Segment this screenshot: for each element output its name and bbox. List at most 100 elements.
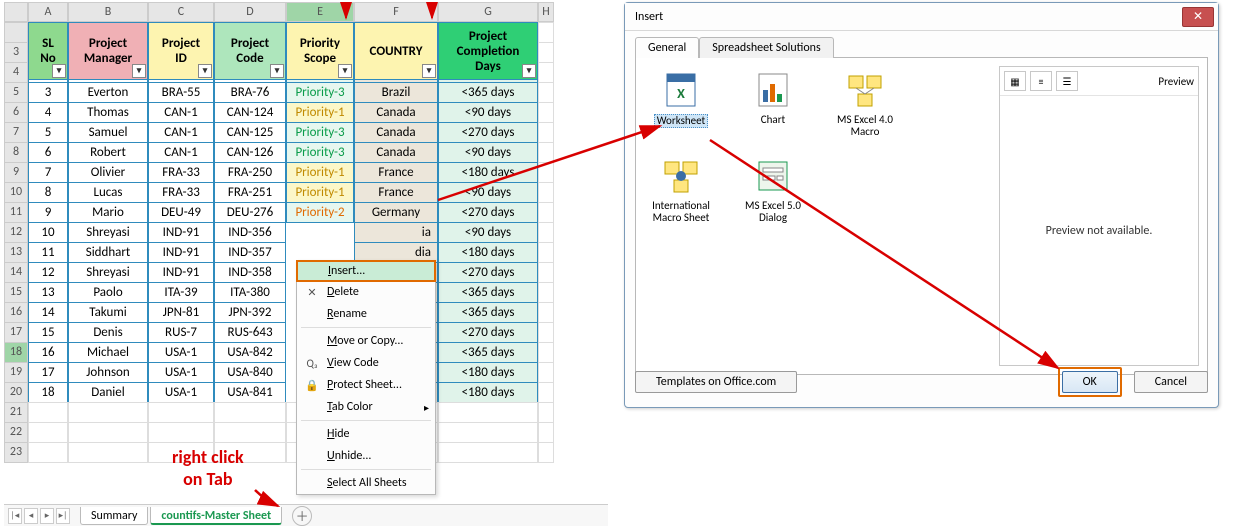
column-header-A[interactable]: A — [28, 2, 68, 22]
cell-r9-c2[interactable]: FRA-33 — [148, 162, 214, 183]
cell-r15-c0[interactable]: 13 — [28, 282, 68, 303]
row-header-10[interactable]: 10 — [4, 182, 28, 203]
row-header-17[interactable]: 17 — [4, 322, 28, 343]
cell-r18-c6[interactable]: <365 days — [438, 342, 538, 363]
column-header-B[interactable]: B — [68, 2, 148, 22]
cell-r7-c1[interactable]: Samuel — [68, 122, 148, 143]
ctx-item-move-or-copy-[interactable]: Move or Copy... — [297, 330, 435, 352]
cell-r13-c6[interactable]: <180 days — [438, 242, 538, 263]
row-header-9[interactable]: 9 — [4, 162, 28, 183]
header-cell-5[interactable]: COUNTRY▾ — [354, 22, 438, 80]
cell-r19-c6[interactable]: <180 days — [438, 362, 538, 383]
cell-r8-c5[interactable]: Canada — [354, 142, 438, 163]
row-header-8[interactable]: 8 — [4, 142, 28, 163]
ctx-item-insert-[interactable]: Insert... — [296, 260, 436, 282]
cell-r10-c0[interactable]: 8 — [28, 182, 68, 203]
cancel-button[interactable]: Cancel — [1134, 371, 1208, 393]
cell-r15-c1[interactable]: Paolo — [68, 282, 148, 303]
select-all-corner[interactable] — [4, 2, 28, 22]
row-header-18[interactable]: 18 — [4, 342, 28, 363]
templates-button[interactable]: Templates on Office.com — [635, 371, 797, 393]
row-header-21[interactable]: 21 — [4, 402, 28, 423]
cell-r8-c4[interactable]: Priority-3 — [286, 142, 354, 163]
cell-r20-c0[interactable]: 18 — [28, 382, 68, 403]
cell-r13-c3[interactable]: IND-357 — [214, 242, 286, 263]
row-header-11[interactable]: 11 — [4, 202, 28, 223]
cell-r19-c1[interactable]: Johnson — [68, 362, 148, 383]
cell-r5-c2[interactable]: BRA-55 — [148, 82, 214, 103]
row-header-14[interactable]: 14 — [4, 262, 28, 283]
cell-r5-c3[interactable]: BRA-76 — [214, 82, 286, 103]
cell-r10-c4[interactable]: Priority-1 — [286, 182, 354, 203]
header-cell-0[interactable]: SLNo▾ — [28, 22, 68, 80]
ctx-item-select-all-sheets[interactable]: Select All Sheets — [297, 472, 435, 494]
cell-r17-c3[interactable]: RUS-643 — [214, 322, 286, 343]
dialog-item-ms-excel-dialog[interactable]: MS Excel 5.0Dialog — [738, 156, 808, 224]
cell-r8-c3[interactable]: CAN-126 — [214, 142, 286, 163]
ctx-item-protect-sheet-[interactable]: 🔒Protect Sheet... — [297, 374, 435, 396]
cell-r12-c0[interactable]: 10 — [28, 222, 68, 243]
cell-r15-c6[interactable]: <365 days — [438, 282, 538, 303]
cell-r5-c0[interactable]: 3 — [28, 82, 68, 103]
row-header-15[interactable]: 15 — [4, 282, 28, 303]
column-header-H[interactable]: H — [538, 2, 554, 22]
cell-r16-c0[interactable]: 14 — [28, 302, 68, 323]
cell-r11-c0[interactable]: 9 — [28, 202, 68, 223]
cell-r12-c2[interactable]: IND-91 — [148, 222, 214, 243]
cell-r11-c2[interactable]: DEU-49 — [148, 202, 214, 223]
tab-nav-first[interactable]: |◂ — [8, 508, 22, 524]
cell-r20-c1[interactable]: Daniel — [68, 382, 148, 403]
cell-r16-c1[interactable]: Takumi — [68, 302, 148, 323]
cell-r18-c2[interactable]: USA-1 — [148, 342, 214, 363]
cell-r7-c6[interactable]: <270 days — [438, 122, 538, 143]
header-cell-4[interactable]: PriorityScope▾ — [286, 22, 354, 80]
cell-r9-c5[interactable]: France — [354, 162, 438, 183]
cell-r18-c0[interactable]: 16 — [28, 342, 68, 363]
sheet-tab-countifs-master-sheet[interactable]: countifs-Master Sheet — [150, 507, 282, 525]
cell-r9-c0[interactable]: 7 — [28, 162, 68, 183]
filter-dropdown-0[interactable]: ▾ — [52, 64, 66, 78]
cell-r14-c2[interactable]: IND-91 — [148, 262, 214, 283]
cell-r6-c6[interactable]: <90 days — [438, 102, 538, 123]
cell-r16-c6[interactable]: <365 days — [438, 302, 538, 323]
cell-r11-c4[interactable]: Priority-2 — [286, 202, 354, 223]
cell-r14-c1[interactable]: Shreyasi — [68, 262, 148, 283]
row-header-19[interactable]: 19 — [4, 362, 28, 383]
cell-r10-c2[interactable]: FRA-33 — [148, 182, 214, 203]
cell-r10-c5[interactable]: France — [354, 182, 438, 203]
cell-r9-c1[interactable]: Olivier — [68, 162, 148, 183]
cell-r17-c6[interactable]: <270 days — [438, 322, 538, 343]
row-header-22[interactable]: 22 — [4, 422, 28, 443]
ctx-item-hide[interactable]: Hide — [297, 423, 435, 445]
filter-dropdown-6[interactable]: ▾ — [522, 64, 536, 78]
cell-r11-c1[interactable]: Mario — [68, 202, 148, 223]
column-header-F[interactable]: F — [354, 2, 438, 22]
filter-dropdown-3[interactable]: ▾ — [270, 64, 284, 78]
cell-r11-c5[interactable]: Germany — [354, 202, 438, 223]
row-header-3[interactable]: 3 — [4, 42, 28, 63]
row-header-13[interactable]: 13 — [4, 242, 28, 263]
ctx-item-tab-color[interactable]: Tab Color▸ — [297, 396, 435, 418]
cell-r6-c3[interactable]: CAN-124 — [214, 102, 286, 123]
cell-r15-c2[interactable]: ITA-39 — [148, 282, 214, 303]
cell-r16-c3[interactable]: JPN-392 — [214, 302, 286, 323]
ctx-item-unhide-[interactable]: Unhide... — [297, 445, 435, 467]
row-header-5[interactable]: 5 — [4, 82, 28, 103]
cell-r7-c3[interactable]: CAN-125 — [214, 122, 286, 143]
cell-r13-c0[interactable]: 11 — [28, 242, 68, 263]
cell-r20-c3[interactable]: USA-841 — [214, 382, 286, 403]
row-header-23[interactable]: 23 — [4, 442, 28, 463]
cell-r8-c6[interactable]: <90 days — [438, 142, 538, 163]
cell-r5-c6[interactable]: <365 days — [438, 82, 538, 103]
cell-r8-c0[interactable]: 6 — [28, 142, 68, 163]
cell-r5-c5[interactable]: Brazil — [354, 82, 438, 103]
header-cell-1[interactable]: ProjectManager▾ — [68, 22, 148, 80]
cell-r13-c1[interactable]: Siddhart — [68, 242, 148, 263]
cell-r20-c2[interactable]: USA-1 — [148, 382, 214, 403]
cell-r7-c0[interactable]: 5 — [28, 122, 68, 143]
header-cell-6[interactable]: ProjectCompletionDays▾ — [438, 22, 538, 80]
row-header-20[interactable]: 20 — [4, 382, 28, 403]
cell-r7-c4[interactable]: Priority-3 — [286, 122, 354, 143]
cell-r12-c3[interactable]: IND-356 — [214, 222, 286, 243]
cell-r18-c1[interactable]: Michael — [68, 342, 148, 363]
